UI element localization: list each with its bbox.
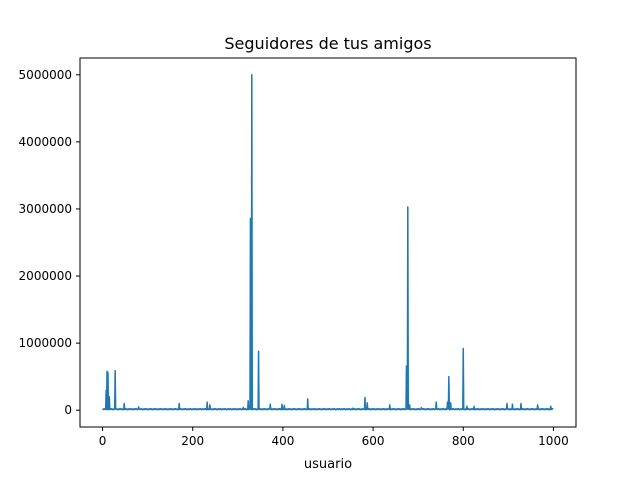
y-tick-label: 0 [64,403,72,417]
x-axis-label: usuario [304,457,352,472]
x-tick-label: 400 [271,434,294,448]
y-tick-label: 5000000 [19,68,72,82]
x-tick-label: 600 [362,434,385,448]
y-tick-label: 2000000 [19,269,72,283]
x-axis: 0 200 400 600 800 1000 [99,427,569,448]
plot-area [102,74,554,411]
x-tick-label: 200 [181,434,204,448]
y-axis: 0 1000000 2000000 3000000 4000000 5000000 [19,68,80,417]
x-tick-label: 800 [452,434,475,448]
y-tick-label: 3000000 [19,202,72,216]
chart-title: Seguidores de tus amigos [224,34,431,53]
y-tick-label: 1000000 [19,336,72,350]
plot-frame [79,57,577,428]
x-tick-label: 0 [99,434,107,448]
series-line [102,74,554,411]
y-tick-label: 4000000 [19,135,72,149]
x-tick-label: 1000 [538,434,569,448]
